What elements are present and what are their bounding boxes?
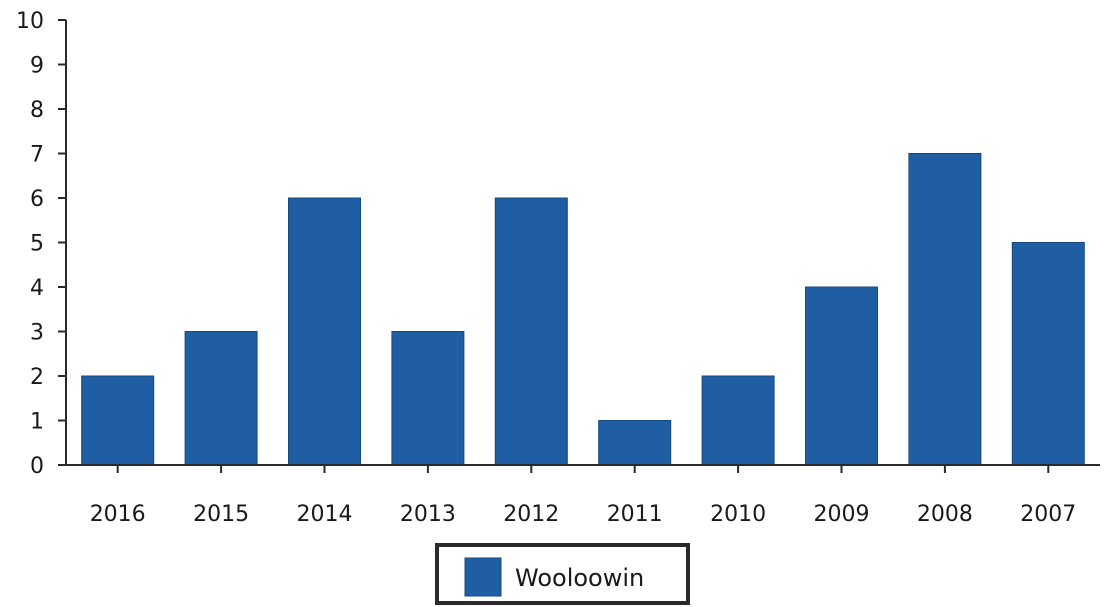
y-tick-label: 10: [16, 9, 44, 34]
y-tick-label: 7: [30, 143, 44, 168]
y-tick-label: 9: [30, 54, 44, 79]
bar-2016: [81, 375, 155, 466]
x-tick-label: 2010: [710, 502, 766, 527]
y-tick-label: 4: [30, 276, 44, 301]
bar-2011: [598, 420, 672, 466]
x-tick-label: 2014: [297, 502, 353, 527]
bar-2012: [494, 197, 568, 466]
x-tick-label: 2015: [193, 502, 249, 527]
x-tick-label: 2016: [90, 502, 146, 527]
x-axis-ticks: 2016 2015 2014 2013 2012 2011 2010 2009 2008 2007: [90, 465, 1076, 527]
y-tick-label: 1: [30, 410, 44, 435]
bar-2014: [288, 197, 361, 466]
bar-2013: [391, 331, 465, 466]
x-tick-label: 2007: [1020, 502, 1076, 527]
x-tick-label: 2013: [400, 502, 456, 527]
x-tick-label: 2009: [814, 502, 870, 527]
bar-2010: [701, 375, 775, 466]
bar-2015: [184, 331, 258, 466]
y-tick-label: 2: [30, 365, 44, 390]
bar-2008: [908, 153, 982, 466]
y-tick-label: 0: [30, 454, 44, 479]
y-tick-label: 6: [30, 187, 44, 212]
x-tick-label: 2008: [917, 502, 973, 527]
x-tick-label: 2012: [503, 502, 559, 527]
legend-label: Wooloowin: [515, 564, 644, 592]
x-tick-label: 2011: [607, 502, 663, 527]
y-axis-ticks: 0 1 2 3 4 5 6 7 8 9 10: [16, 9, 66, 479]
bars: [81, 153, 1085, 466]
legend: Wooloowin: [435, 543, 690, 605]
y-tick-label: 3: [30, 321, 44, 346]
legend-swatch: [464, 557, 502, 597]
y-tick-label: 8: [30, 98, 44, 123]
bar-2009: [805, 286, 878, 466]
axes: [65, 20, 1100, 466]
y-tick-label: 5: [30, 232, 44, 257]
bar-2007: [1011, 242, 1085, 466]
